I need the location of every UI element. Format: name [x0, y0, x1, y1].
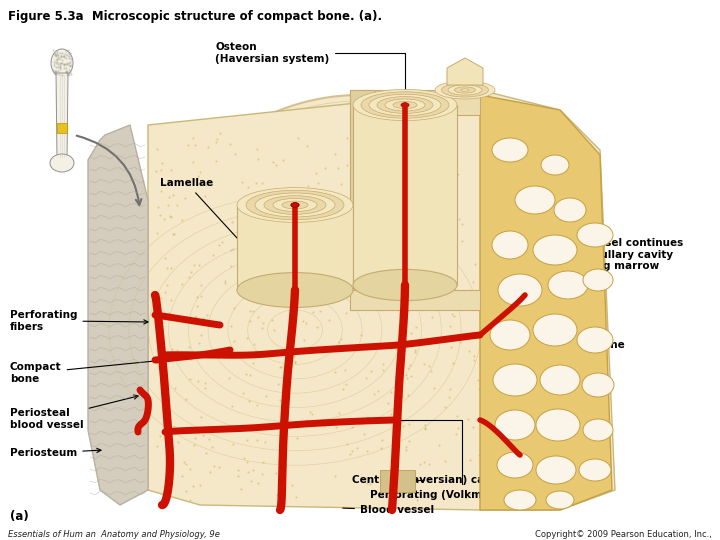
- Ellipse shape: [282, 201, 308, 209]
- Ellipse shape: [583, 269, 613, 291]
- Text: Perforating
fibers: Perforating fibers: [10, 310, 148, 332]
- Ellipse shape: [536, 456, 576, 484]
- Ellipse shape: [441, 83, 488, 97]
- FancyBboxPatch shape: [57, 123, 67, 133]
- Ellipse shape: [264, 195, 326, 214]
- Text: Osteon
(Haversian system): Osteon (Haversian system): [215, 42, 407, 103]
- Ellipse shape: [582, 373, 614, 397]
- Ellipse shape: [554, 198, 586, 222]
- Ellipse shape: [401, 103, 409, 107]
- Ellipse shape: [579, 459, 611, 481]
- Polygon shape: [148, 90, 615, 510]
- Polygon shape: [237, 205, 353, 290]
- Ellipse shape: [237, 273, 353, 307]
- Text: (a): (a): [10, 510, 29, 523]
- Polygon shape: [480, 95, 612, 510]
- Ellipse shape: [533, 314, 577, 346]
- Polygon shape: [447, 58, 483, 85]
- Ellipse shape: [369, 94, 441, 116]
- Ellipse shape: [583, 419, 613, 441]
- Ellipse shape: [377, 97, 433, 113]
- Ellipse shape: [546, 491, 574, 509]
- Text: Perforating (Volkmann’s) canal: Perforating (Volkmann’s) canal: [364, 418, 554, 500]
- Ellipse shape: [51, 49, 73, 77]
- Ellipse shape: [255, 193, 335, 217]
- Ellipse shape: [504, 490, 536, 510]
- Ellipse shape: [492, 138, 528, 162]
- Ellipse shape: [515, 186, 555, 214]
- Text: Copyright© 2009 Pearson Education, Inc.,
publishing as Pearson Benjamin Cummings: Copyright© 2009 Pearson Education, Inc.,…: [527, 530, 712, 540]
- Text: Compact
bone: Compact bone: [10, 359, 161, 383]
- Ellipse shape: [577, 327, 613, 353]
- Ellipse shape: [533, 235, 577, 265]
- Ellipse shape: [150, 95, 570, 495]
- Ellipse shape: [493, 364, 537, 396]
- Ellipse shape: [273, 198, 317, 212]
- Ellipse shape: [495, 410, 535, 440]
- Ellipse shape: [540, 365, 580, 395]
- Polygon shape: [56, 73, 68, 160]
- Ellipse shape: [541, 155, 569, 175]
- Ellipse shape: [291, 204, 299, 206]
- Ellipse shape: [454, 87, 475, 93]
- Ellipse shape: [237, 187, 353, 222]
- Ellipse shape: [291, 202, 299, 207]
- Ellipse shape: [401, 104, 409, 106]
- Ellipse shape: [353, 269, 457, 301]
- Ellipse shape: [536, 409, 580, 441]
- Ellipse shape: [448, 85, 482, 95]
- Text: Periosteum: Periosteum: [10, 448, 101, 458]
- Ellipse shape: [577, 223, 613, 247]
- Polygon shape: [350, 90, 480, 115]
- Ellipse shape: [361, 92, 449, 118]
- Ellipse shape: [498, 274, 542, 306]
- Ellipse shape: [246, 190, 344, 220]
- Ellipse shape: [492, 231, 528, 259]
- Text: Lamellae: Lamellae: [160, 178, 246, 247]
- Polygon shape: [350, 290, 480, 310]
- Text: Spongy bone: Spongy bone: [544, 340, 625, 360]
- Ellipse shape: [385, 99, 425, 111]
- Ellipse shape: [461, 89, 469, 91]
- Ellipse shape: [435, 81, 495, 99]
- Polygon shape: [88, 125, 148, 505]
- Polygon shape: [380, 470, 415, 492]
- Text: Central (Haversian) canal: Central (Haversian) canal: [352, 475, 503, 485]
- Text: Figure 5.3a  Microscopic structure of compact bone. (a).: Figure 5.3a Microscopic structure of com…: [8, 10, 382, 23]
- Ellipse shape: [393, 102, 417, 109]
- Text: Essentials of Hum an  Anatomy and Physiology, 9e
by Elaine N. Marieb: Essentials of Hum an Anatomy and Physiol…: [8, 530, 220, 540]
- Ellipse shape: [50, 154, 74, 172]
- Ellipse shape: [490, 320, 530, 350]
- Ellipse shape: [497, 452, 533, 478]
- Polygon shape: [353, 105, 457, 285]
- Polygon shape: [350, 90, 375, 290]
- Text: Blood vessel: Blood vessel: [343, 505, 434, 515]
- Text: Blood vessel continues
into medullary cavity
containing marrow: Blood vessel continues into medullary ca…: [523, 238, 683, 299]
- Ellipse shape: [548, 271, 588, 299]
- Text: Periosteal
blood vessel: Periosteal blood vessel: [10, 395, 138, 430]
- Ellipse shape: [353, 90, 457, 120]
- Ellipse shape: [291, 202, 299, 207]
